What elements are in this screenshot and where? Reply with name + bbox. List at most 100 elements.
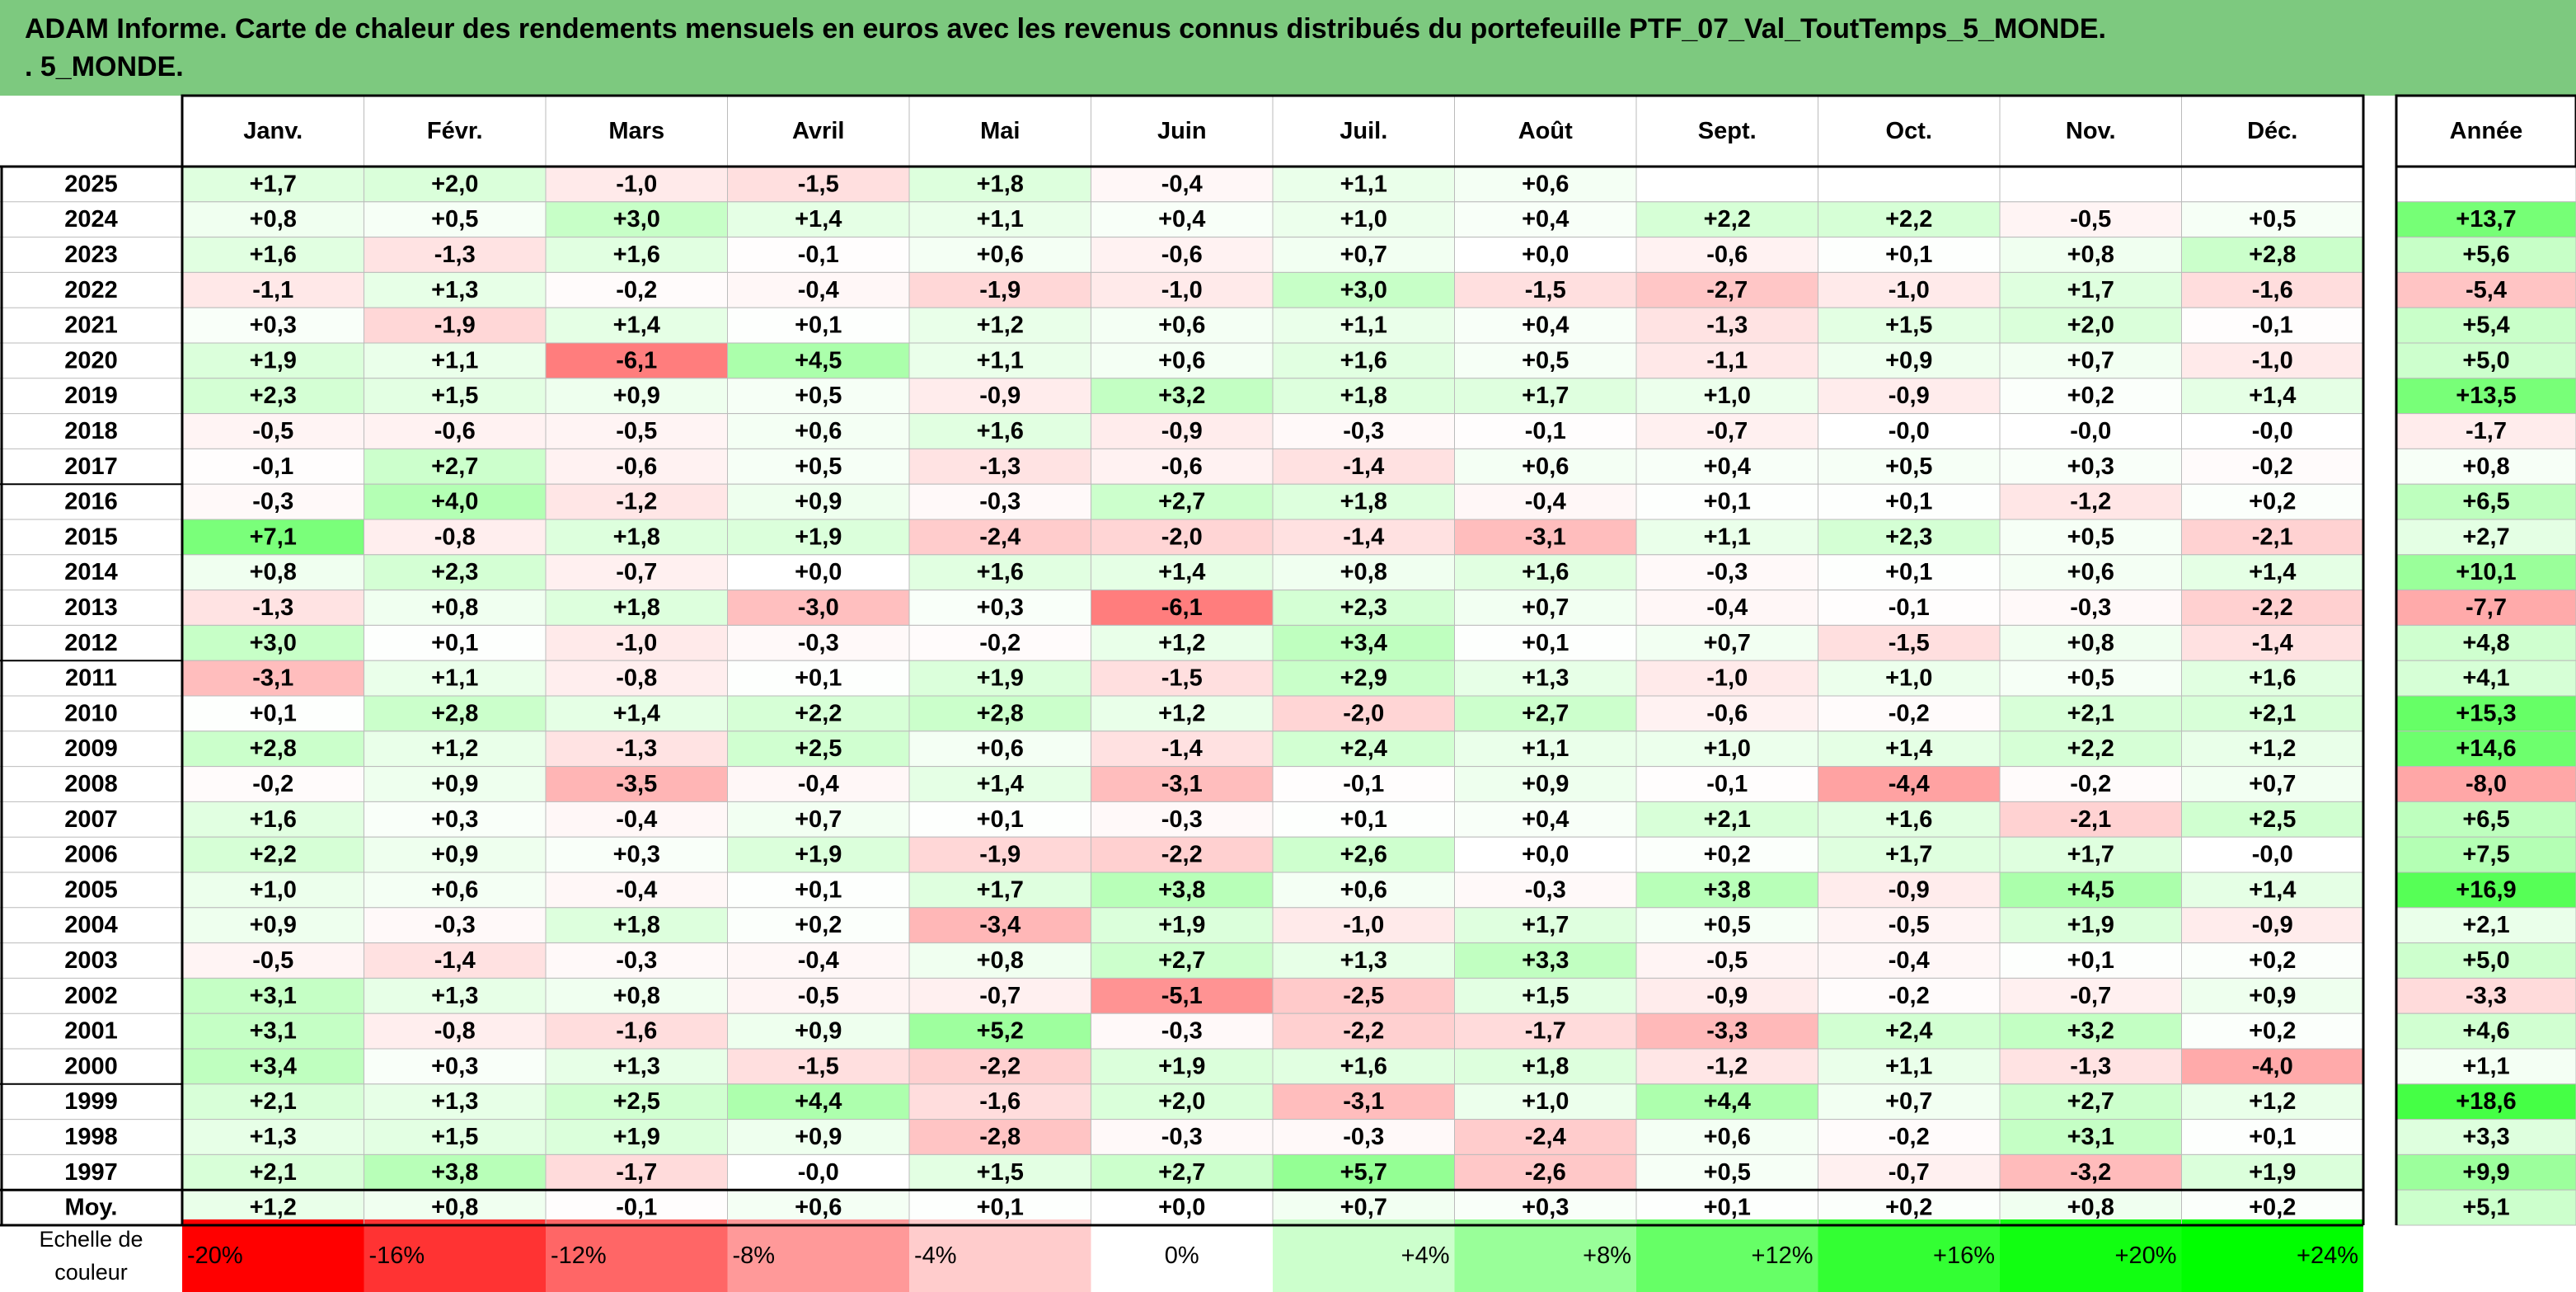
cell-2010-1 — [181, 695, 364, 732]
cell-label-2021-12: -0,1 — [2252, 312, 2293, 339]
cell-label-1998-3: +1,9 — [613, 1124, 660, 1150]
cell-label-2010-5: +2,8 — [977, 700, 1024, 726]
cell-label-2025-7: +1,1 — [1340, 171, 1387, 197]
cell-2006-6 — [1091, 836, 1274, 873]
cell-2014-4 — [727, 554, 910, 591]
cell-1997-2 — [364, 1153, 547, 1191]
cell-2007-6 — [1091, 801, 1274, 838]
cell-label-1999-5: -1,6 — [979, 1088, 1021, 1115]
year-label-2002: 2002 — [64, 983, 118, 1009]
cell-2012-6 — [1091, 624, 1274, 661]
cell-label-2007-12: +2,5 — [2249, 806, 2296, 833]
cell-2000-12 — [2181, 1048, 2364, 1085]
cell-label-2000-10: +1,1 — [1885, 1053, 1932, 1079]
cell-1999-4 — [727, 1083, 910, 1121]
average-label: Moy. — [65, 1195, 118, 1221]
cell-2023-5 — [908, 237, 1091, 273]
cell-label-2019-10: -0,9 — [1889, 383, 1930, 409]
cell-label-2018-9: -0,7 — [1706, 418, 1748, 444]
cell-label-2003-7: +1,3 — [1340, 947, 1387, 974]
cell-2000-10 — [1818, 1048, 2001, 1085]
cell-label-2004-7: -1,0 — [1343, 912, 1384, 938]
cell-2024-11 — [1999, 201, 2182, 238]
annual-label-2008: -8,0 — [2466, 771, 2507, 797]
cell-label-1997-8: -2,6 — [1525, 1159, 1566, 1186]
cell-label-2013-8: +0,7 — [1522, 594, 1569, 621]
cell-label-2018-5: +1,6 — [977, 418, 1024, 444]
cell-label-2003-2: -1,4 — [434, 947, 476, 974]
cell-label-2020-2: +1,1 — [431, 347, 478, 374]
cell-label-2015-4: +1,9 — [795, 524, 842, 550]
annual-cell-2002 — [2395, 977, 2576, 1014]
cell-2018-12 — [2181, 413, 2364, 449]
cell-label-2014-7: +0,8 — [1340, 559, 1387, 585]
year-label-2011: 2011 — [65, 665, 117, 692]
cell-2001-2 — [364, 1012, 547, 1050]
cell-label-2013-4: -3,0 — [798, 594, 839, 621]
cell-label-2017-8: +0,6 — [1522, 453, 1569, 480]
title-line-2: . 5_MONDE. — [25, 51, 184, 82]
cell-2008-2 — [364, 766, 547, 802]
cell-label-2013-10: -0,1 — [1889, 594, 1930, 621]
cell-2003-9 — [1635, 942, 1818, 979]
cell-2007-4 — [727, 801, 910, 838]
annual-cell-2010 — [2395, 695, 2576, 732]
month-header-12: Déc. — [2247, 118, 2297, 144]
cell-label-1997-3: -1,7 — [616, 1159, 657, 1186]
cell-label-2005-9: +3,8 — [1704, 876, 1751, 903]
cell-label-1997-1: +2,1 — [250, 1159, 297, 1186]
annual-label-2022: -5,4 — [2466, 277, 2507, 303]
cell-2018-7 — [1272, 413, 1455, 449]
average-cell-label-7: +0,7 — [1340, 1195, 1387, 1221]
cell-label-2002-9: -0,9 — [1706, 983, 1748, 1009]
annual-cell-2017 — [2395, 448, 2576, 485]
cell-label-2011-11: +0,5 — [2067, 665, 2114, 692]
cell-2003-12 — [2181, 942, 2364, 979]
cell-2013-11 — [1999, 590, 2182, 626]
header-row — [0, 96, 2576, 167]
cell-label-2016-2: +4,0 — [431, 489, 478, 515]
cell-2010-5 — [908, 695, 1091, 732]
cell-label-2015-7: -1,4 — [1343, 524, 1384, 550]
cell-1998-6 — [1091, 1119, 1274, 1155]
cell-label-2021-7: +1,1 — [1340, 312, 1387, 339]
cell-label-2008-2: +0,9 — [431, 771, 478, 797]
cell-label-1998-2: +1,5 — [431, 1124, 478, 1150]
cell-2003-5 — [908, 942, 1091, 979]
cell-label-2017-2: +2,7 — [431, 453, 478, 480]
cell-label-2020-7: +1,6 — [1340, 347, 1387, 374]
cell-label-2016-12: +0,2 — [2249, 489, 2296, 515]
cell-2000-9 — [1635, 1048, 1818, 1085]
cell-label-2008-3: -3,5 — [616, 771, 657, 797]
cell-2017-12 — [2181, 448, 2364, 485]
cell-label-2011-4: +0,1 — [795, 665, 842, 692]
cell-label-2006-8: +0,0 — [1522, 842, 1569, 868]
cell-label-2015-10: +2,3 — [1885, 524, 1932, 550]
annual-label-2014: +10,1 — [2456, 559, 2516, 585]
average-cell-1 — [181, 1189, 364, 1226]
cell-label-2006-5: -1,9 — [979, 842, 1021, 868]
annual-cell-2012 — [2395, 624, 2576, 661]
cell-label-2005-2: +0,6 — [431, 876, 478, 903]
cell-2008-4 — [727, 766, 910, 802]
cell-label-2012-10: -1,5 — [1889, 630, 1930, 656]
cell-label-2010-7: -2,0 — [1343, 700, 1384, 726]
cell-label-2017-5: -1,3 — [979, 453, 1021, 480]
cell-label-2005-7: +0,6 — [1340, 876, 1387, 903]
cell-label-2000-8: +1,8 — [1522, 1053, 1569, 1079]
cell-label-2001-4: +0,9 — [795, 1018, 842, 1045]
cell-2022-8 — [1454, 271, 1637, 308]
cell-label-2011-1: -3,1 — [252, 665, 293, 692]
cell-label-2024-5: +1,1 — [977, 206, 1024, 233]
title-line-1: ADAM Informe. Carte de chaleur des rende… — [25, 13, 2106, 45]
cell-label-2014-8: +1,6 — [1522, 559, 1569, 585]
cell-label-2018-11: -0,0 — [2070, 418, 2111, 444]
cell-2011-11 — [1999, 660, 2182, 697]
cell-label-2022-5: -1,9 — [979, 277, 1021, 303]
cell-2003-3 — [545, 942, 728, 979]
cell-label-2002-10: -0,2 — [1889, 983, 1930, 1009]
cell-2023-3 — [545, 237, 728, 273]
cell-label-2002-11: -0,7 — [2070, 983, 2111, 1009]
scale-swatch-11 — [2000, 1219, 2182, 1292]
cell-label-2023-6: -0,6 — [1161, 242, 1203, 268]
